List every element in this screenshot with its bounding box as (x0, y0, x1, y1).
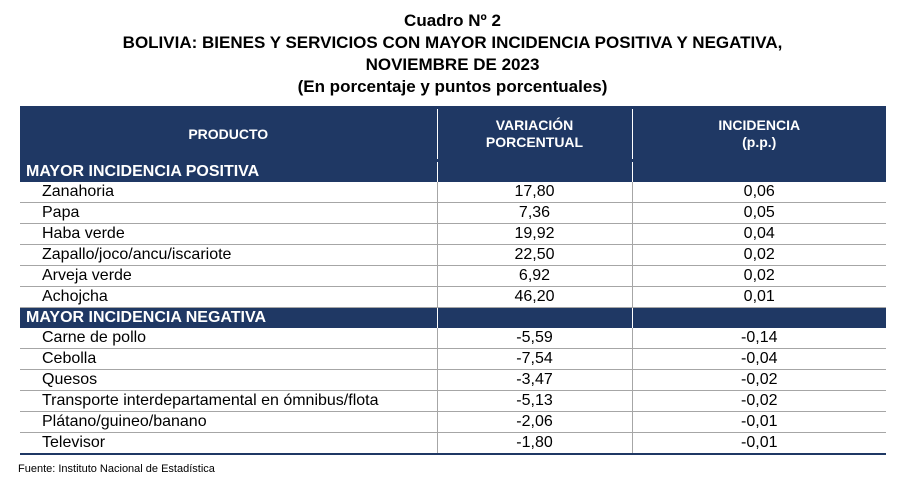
header-incidence-line2: (p.p.) (742, 134, 777, 150)
product-cell: Carne de pollo (20, 328, 437, 349)
variation-cell: 19,92 (436, 223, 632, 245)
table-row: Achojcha 46,20 0,01 (20, 286, 886, 308)
variation-cell: 7,36 (436, 202, 632, 224)
table-units: (En porcentaje y puntos porcentuales) (297, 77, 608, 96)
table-row: Cebolla -7,54 -0,04 (20, 348, 886, 370)
table-row: Papa 7,36 0,05 (20, 202, 886, 224)
product-cell: Televisor (20, 432, 437, 455)
table-row: Quesos -3,47 -0,02 (20, 369, 886, 391)
variation-cell: -7,54 (436, 348, 632, 370)
table-row: Carne de pollo -5,59 -0,14 (20, 328, 886, 349)
product-cell: Haba verde (20, 223, 437, 245)
section-header-positive: MAYOR INCIDENCIA POSITIVA (20, 160, 886, 182)
table-row: Plátano/guineo/banano -2,06 -0,01 (20, 411, 886, 433)
table-row: Televisor -1,80 -0,01 (20, 432, 886, 455)
table-row: Arveja verde 6,92 0,02 (20, 265, 886, 287)
header-variation: VARIACIÓN PORCENTUAL (436, 106, 632, 162)
variation-cell: -2,06 (436, 411, 632, 433)
incidence-cell: -0,14 (631, 328, 886, 349)
table-title: BOLIVIA: BIENES Y SERVICIOS CON MAYOR IN… (122, 33, 783, 52)
table-number: Cuadro Nº 2 (404, 11, 501, 30)
section-spacer (436, 160, 632, 182)
product-cell: Transporte interdepartamental en ómnibus… (20, 390, 437, 412)
section-label-positive: MAYOR INCIDENCIA POSITIVA (20, 160, 437, 182)
incidence-cell: 0,06 (631, 182, 886, 203)
variation-cell: 17,80 (436, 182, 632, 203)
incidence-table: PRODUCTO VARIACIÓN PORCENTUAL INCIDENCIA… (20, 106, 886, 455)
section-spacer (436, 307, 632, 328)
header-incidence-line1: INCIDENCIA (718, 117, 801, 133)
variation-cell: 22,50 (436, 244, 632, 266)
table-title-date: NOVIEMBRE DE 2023 (365, 55, 540, 74)
header-variation-line1: VARIACIÓN (495, 117, 574, 133)
product-cell: Cebolla (20, 348, 437, 370)
incidence-cell: -0,04 (631, 348, 886, 370)
product-cell: Plátano/guineo/banano (20, 411, 437, 433)
source-note: Fuente: Instituto Nacional de Estadístic… (18, 463, 215, 475)
incidence-cell: 0,02 (631, 265, 886, 287)
positive-section: MAYOR INCIDENCIA POSITIVA Zanahoria 17,80… (20, 160, 886, 308)
incidence-cell: 0,01 (631, 286, 886, 308)
header-incidence: INCIDENCIA (p.p.) (631, 106, 886, 162)
incidence-cell: -0,01 (631, 411, 886, 433)
product-cell: Zapallo/joco/ancu/iscariote (20, 244, 437, 266)
table-row: Zapallo/joco/ancu/iscariote 22,50 0,02 (20, 244, 886, 266)
incidence-cell: 0,04 (631, 223, 886, 245)
section-label-negative: MAYOR INCIDENCIA NEGATIVA (20, 307, 437, 328)
variation-cell: -5,59 (436, 328, 632, 349)
header-row: PRODUCTO VARIACIÓN PORCENTUAL INCIDENCIA… (20, 106, 886, 162)
product-cell: Achojcha (20, 286, 437, 308)
incidence-cell: 0,02 (631, 244, 886, 266)
negative-section: MAYOR INCIDENCIA NEGATIVA Carne de pollo… (20, 307, 886, 455)
table-row: Haba verde 19,92 0,04 (20, 223, 886, 245)
table-row: Transporte interdepartamental en ómnibus… (20, 390, 886, 412)
incidence-cell: -0,01 (631, 432, 886, 455)
header-product: PRODUCTO (20, 106, 437, 162)
incidence-cell: 0,05 (631, 202, 886, 224)
product-cell: Quesos (20, 369, 437, 391)
table-title-block: Cuadro Nº 2 BOLIVIA: BIENES Y SERVICIOS … (0, 10, 905, 98)
product-cell: Arveja verde (20, 265, 437, 287)
variation-cell: -3,47 (436, 369, 632, 391)
variation-cell: 46,20 (436, 286, 632, 308)
variation-cell: -5,13 (436, 390, 632, 412)
variation-cell: -1,80 (436, 432, 632, 455)
product-cell: Papa (20, 202, 437, 224)
table-row: Zanahoria 17,80 0,06 (20, 182, 886, 203)
section-spacer (631, 160, 886, 182)
section-spacer (631, 307, 886, 328)
variation-cell: 6,92 (436, 265, 632, 287)
header-variation-line2: PORCENTUAL (485, 134, 584, 150)
incidence-cell: -0,02 (631, 369, 886, 391)
product-cell: Zanahoria (20, 182, 437, 203)
section-header-negative: MAYOR INCIDENCIA NEGATIVA (20, 307, 886, 328)
incidence-cell: -0,02 (631, 390, 886, 412)
